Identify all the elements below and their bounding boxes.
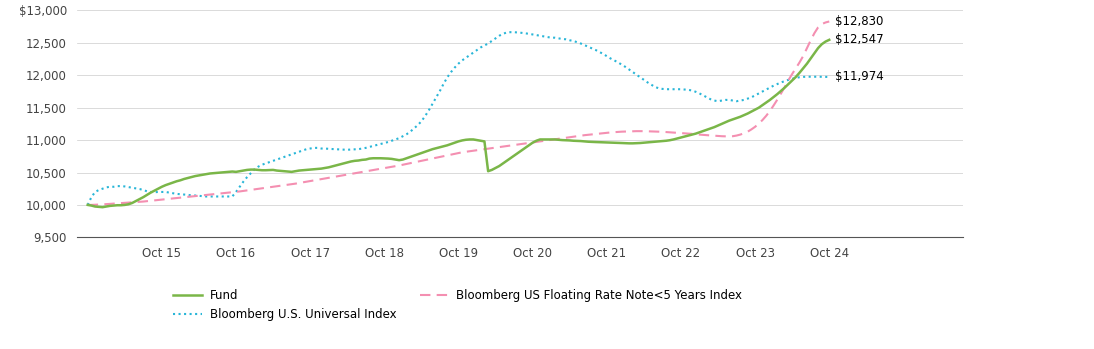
Text: $12,547: $12,547 [835,34,884,46]
Text: $12,830: $12,830 [835,15,884,28]
Legend: Fund, Bloomberg U.S. Universal Index, Bloomberg US Floating Rate Note<5 Years In: Fund, Bloomberg U.S. Universal Index, Bl… [168,284,747,325]
Text: $11,974: $11,974 [835,70,884,83]
